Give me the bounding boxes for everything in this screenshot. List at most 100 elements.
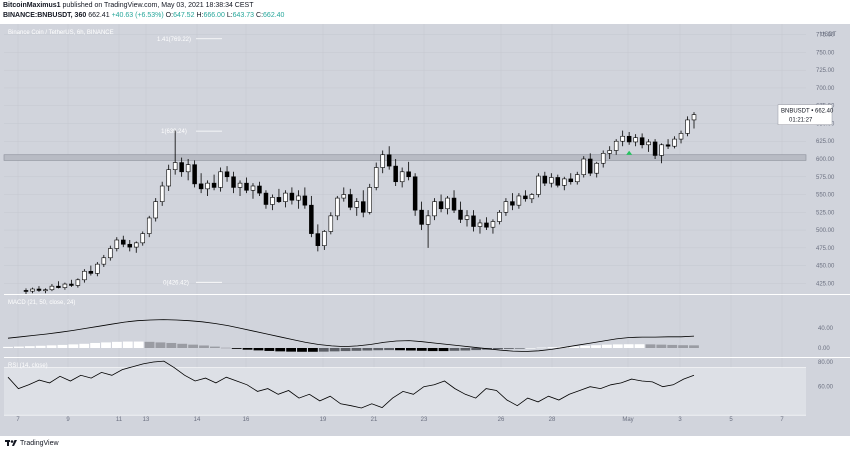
candle-up (341, 194, 347, 199)
candle-up (464, 215, 470, 220)
close-value: 662.40 (263, 12, 285, 19)
chart-area[interactable]: 425.00 450.00 475.00 500.00 525.00 550.00 575.… (0, 24, 850, 436)
candle-up (140, 233, 145, 244)
low-value: 643.73 (232, 12, 255, 19)
macd-histogram-bar (24, 346, 35, 348)
macd-histogram-bar (525, 348, 536, 349)
candle-up (613, 140, 619, 151)
buy-signal-arrow (626, 150, 633, 155)
candle-up (594, 162, 599, 174)
candle-up (62, 283, 68, 288)
macd-histogram-bar (580, 345, 591, 348)
time-tick-label: 9 (66, 417, 70, 423)
candle-up (678, 133, 684, 140)
candle-up (95, 263, 100, 274)
price-tick-label: 725.00 (816, 68, 835, 74)
price-tick-label: 625.00 (816, 139, 835, 145)
price-tag-symbol: BNBUSDT • 662.40 (781, 109, 834, 115)
candle-up (367, 187, 372, 213)
author-name[interactable]: BitcoinMaximus1 (3, 2, 61, 9)
candle-up (218, 171, 223, 188)
candle-down (88, 270, 94, 274)
candle-down (652, 141, 658, 156)
time-tick-label: May (622, 417, 633, 423)
candle-down (438, 201, 444, 210)
tradingview-logo[interactable]: TradingView (5, 439, 59, 447)
fib-level-label: 1(639.24) (161, 129, 187, 135)
candle-up (607, 150, 612, 154)
macd-histogram-bar (645, 344, 656, 348)
macd-histogram-bar (340, 348, 351, 352)
price-tick-label: 550.00 (816, 193, 835, 199)
candle-down (276, 197, 282, 202)
candle-down (360, 201, 366, 213)
candle-down (198, 183, 204, 190)
candle-down (626, 135, 632, 143)
macd-histogram-bar (460, 348, 471, 351)
macd-histogram-bar (395, 348, 405, 351)
price-axis (806, 24, 850, 408)
price-tag-countdown: 01:21:27 (789, 118, 813, 124)
macd-histogram-bar (351, 348, 362, 351)
candle-up (581, 158, 586, 175)
candle-down (127, 243, 133, 248)
macd-histogram-bar (199, 345, 209, 348)
candle-down (568, 178, 574, 183)
candle-up (49, 285, 55, 291)
candle-up (108, 248, 113, 259)
macd-histogram-bar (275, 348, 286, 352)
macd-histogram-bar (471, 348, 482, 351)
time-tick-label: 28 (549, 417, 556, 423)
candle-up (445, 197, 450, 210)
candle-down (309, 204, 314, 234)
price-axis-unit: USDT (820, 32, 837, 38)
price-tick-label: 775.00 (816, 33, 835, 39)
candle-up (43, 289, 48, 292)
candle-down (244, 182, 249, 191)
chart-title: Binance Coin / TetherUS, 6h, BINANCE (8, 30, 114, 36)
candle-down (406, 171, 411, 178)
macd-histogram-bar (569, 346, 580, 348)
rsi-tick-label: 80.00 (818, 360, 834, 366)
macd-histogram-bar (634, 344, 645, 348)
candle-up (101, 257, 107, 265)
macd-histogram-bar (57, 344, 68, 348)
candle-up (620, 135, 625, 142)
macd-histogram-bar (667, 344, 678, 348)
macd-histogram-bar (253, 348, 264, 351)
candle-down (451, 197, 457, 211)
macd-histogram-bar (373, 348, 384, 351)
candle-down (56, 285, 61, 288)
time-tick-label: 19 (320, 417, 327, 423)
macd-histogram-bar (46, 345, 57, 348)
time-tick-label: 16 (243, 417, 250, 423)
candle-up (691, 114, 697, 121)
fib-level-label: 0(426.42) (163, 280, 189, 286)
candle-down (458, 209, 463, 220)
candle-down (121, 239, 126, 245)
open-label: O: (165, 12, 174, 19)
candle-down (393, 165, 398, 183)
candle-down (289, 192, 295, 201)
candle-up (477, 222, 483, 227)
candle-up (134, 242, 139, 248)
macd-tick-label: 40.00 (818, 326, 834, 332)
candle-up (335, 197, 340, 217)
price-tick-label: 475.00 (816, 246, 835, 252)
macd-histogram-bar (547, 347, 558, 348)
candle-up (497, 211, 502, 222)
candle-up (205, 182, 210, 190)
candle-up (575, 174, 580, 183)
candle-up (283, 192, 288, 202)
publish-header: BitcoinMaximus1 published on TradingView… (3, 2, 253, 9)
last-price: 662.41 (88, 12, 110, 19)
candle-up (516, 195, 522, 206)
candle-up (562, 178, 567, 186)
macd-histogram-bar (101, 342, 111, 348)
macd-histogram-bar (3, 346, 13, 348)
candle-up (399, 171, 405, 183)
macd-histogram-bar (438, 348, 449, 352)
macd-histogram-bar (612, 344, 623, 348)
macd-tick-label: 0.00 (818, 346, 830, 352)
price-tick-label: 500.00 (816, 228, 835, 234)
